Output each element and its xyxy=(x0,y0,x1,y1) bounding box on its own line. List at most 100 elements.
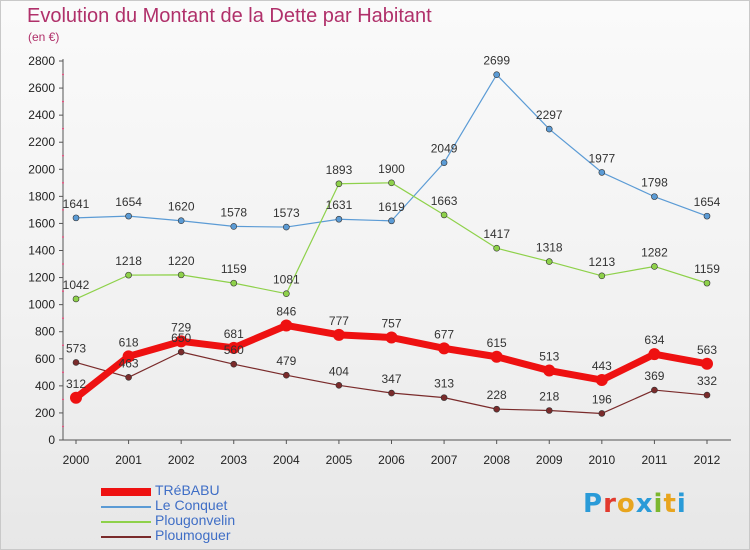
data-point xyxy=(125,271,132,279)
data-label: 634 xyxy=(644,333,664,347)
data-label: 563 xyxy=(697,343,717,357)
data-point xyxy=(703,279,711,287)
data-label: 369 xyxy=(644,369,664,383)
data-point xyxy=(385,331,398,344)
data-label: 312 xyxy=(66,377,86,391)
legend-swatch xyxy=(101,536,151,538)
chart-title: Evolution du Montant de la Dette par Hab… xyxy=(27,5,432,27)
legend-label: TRéBABU xyxy=(155,482,220,498)
data-label: 1620 xyxy=(168,200,195,214)
y-minor-tick xyxy=(62,127,64,130)
x-tick-label: 2005 xyxy=(326,453,353,467)
data-point xyxy=(493,405,500,413)
data-point xyxy=(440,159,448,166)
data-label: 677 xyxy=(434,327,454,341)
y-tick-label: 1400 xyxy=(28,244,55,258)
data-point xyxy=(280,319,293,332)
data-label: 196 xyxy=(592,392,612,406)
data-point xyxy=(177,271,185,279)
data-point xyxy=(70,391,82,404)
data-point xyxy=(598,169,606,176)
y-tick-label: 2800 xyxy=(28,54,55,68)
y-minor-tick xyxy=(62,371,64,374)
data-point xyxy=(283,223,290,231)
y-tick-label: 400 xyxy=(35,379,55,393)
data-point xyxy=(440,211,448,219)
y-tick-label: 1200 xyxy=(28,271,55,285)
x-tick-label: 2003 xyxy=(220,453,247,467)
data-label: 1663 xyxy=(431,194,458,208)
data-label: 777 xyxy=(329,314,349,328)
data-point xyxy=(72,295,80,303)
data-label: 347 xyxy=(381,372,401,386)
data-point xyxy=(125,374,132,381)
logo-letter: o xyxy=(616,489,636,519)
data-label: 618 xyxy=(119,335,139,349)
data-point xyxy=(388,179,395,187)
data-label: 218 xyxy=(539,389,559,403)
data-label: 1282 xyxy=(641,245,668,259)
y-minor-tick xyxy=(62,181,64,184)
y-tick-label: 1600 xyxy=(28,216,55,230)
data-point xyxy=(230,279,238,287)
data-label: 681 xyxy=(224,327,244,341)
logo-letter: r xyxy=(603,489,617,519)
y-minor-tick xyxy=(62,425,64,428)
data-label: 1654 xyxy=(694,195,721,209)
data-label: 1573 xyxy=(273,206,300,220)
data-label: 1654 xyxy=(115,195,142,209)
data-point xyxy=(545,258,553,265)
y-minor-tick xyxy=(62,154,64,157)
data-label: 313 xyxy=(434,377,454,391)
y-tick-label: 2600 xyxy=(28,81,55,95)
x-tick-label: 2000 xyxy=(63,453,90,467)
data-point xyxy=(598,410,606,417)
y-minor-tick xyxy=(62,398,64,401)
logo-letter: i xyxy=(676,489,687,519)
logo-letter: x xyxy=(635,489,654,519)
legend-label: Le Conquet xyxy=(155,497,228,513)
legend-label: Ploumoguer xyxy=(155,527,231,543)
data-point xyxy=(701,357,713,370)
data-label: 846 xyxy=(276,304,296,318)
legend-swatch xyxy=(101,521,151,523)
x-tick-label: 2001 xyxy=(115,453,142,467)
data-point xyxy=(388,217,395,225)
series-layer xyxy=(70,71,713,417)
x-tick-label: 2008 xyxy=(483,453,510,467)
data-labels-layer: 1641 1654 1620 1578 1573 1631 1619 2049 2699 2297… xyxy=(63,54,721,407)
data-point xyxy=(177,348,185,356)
data-point xyxy=(72,359,80,366)
y-tick-label: 2200 xyxy=(28,135,55,149)
y-tick-label: 0 xyxy=(48,433,55,447)
data-label: 650 xyxy=(171,331,191,345)
data-label: 463 xyxy=(119,356,139,370)
data-label: 1798 xyxy=(641,176,668,190)
data-point xyxy=(493,244,500,252)
data-label: 1159 xyxy=(221,262,247,276)
y-minor-tick xyxy=(62,236,64,238)
data-label: 404 xyxy=(329,364,349,378)
data-point xyxy=(543,364,556,377)
y-tick-label: 600 xyxy=(35,352,55,366)
data-label: 560 xyxy=(224,343,244,357)
data-label: 757 xyxy=(381,317,401,331)
proxiti-logo: Proxiti xyxy=(583,489,687,519)
data-point xyxy=(703,212,711,220)
data-point xyxy=(122,350,135,363)
data-label: 443 xyxy=(592,359,612,373)
logo-letter: i xyxy=(653,489,664,519)
y-tick-label: 1800 xyxy=(28,189,55,203)
data-label: 332 xyxy=(697,374,717,388)
data-label: 1159 xyxy=(694,262,720,276)
data-point xyxy=(598,272,606,280)
data-label: 1081 xyxy=(273,273,300,287)
data-point xyxy=(545,125,553,133)
y-tick-label: 2400 xyxy=(28,108,55,122)
x-tick-label: 2011 xyxy=(642,453,668,467)
x-tick-label: 2002 xyxy=(168,453,195,467)
data-point xyxy=(177,217,185,225)
data-point xyxy=(388,389,395,397)
